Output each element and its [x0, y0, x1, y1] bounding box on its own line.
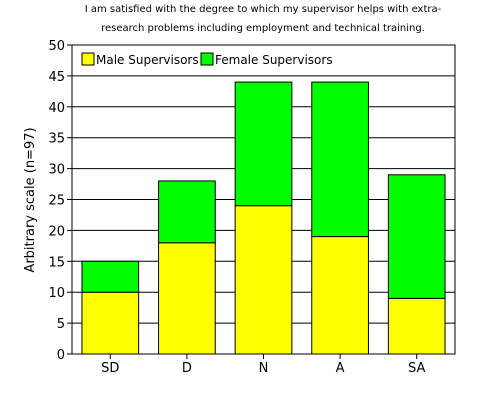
bar-segment-a-female [311, 81, 369, 238]
bar-segment-sa-female [387, 174, 446, 299]
axes [67, 44, 456, 359]
bar-segment-d-female [158, 180, 216, 244]
y-tick-labels: 0 5 10 15 20 25 30 35 40 45 50 [48, 39, 65, 363]
bars [81, 81, 446, 355]
x-tick-labels: SD D N A SA [101, 361, 425, 376]
plot-frame [71, 44, 456, 355]
x-tick-label-sa: SA [408, 361, 425, 376]
y-tick-label: 35 [48, 132, 65, 147]
bar-segment-n-female [234, 81, 293, 207]
bar-segment-sd-female [81, 260, 140, 293]
chart-title-line-2: research problems including employment a… [101, 23, 425, 34]
legend-label-male: Male Supervisors [96, 53, 199, 67]
x-tick-label-a: A [336, 361, 345, 376]
legend: Male Supervisors Female Supervisors [81, 52, 333, 67]
legend-swatch-male [81, 52, 95, 66]
bar-segment-d-male [158, 242, 216, 355]
y-axis-label: Arbitrary scale (n=97) [23, 127, 38, 272]
bar-segment-sa-male [387, 297, 446, 355]
y-tick-label: 30 [48, 163, 65, 178]
y-tick-label: 20 [48, 224, 65, 239]
y-tick-label: 0 [57, 348, 65, 363]
y-tick-label: 45 [48, 70, 65, 85]
legend-swatch-female [200, 52, 214, 66]
x-tick-label-d: D [182, 361, 192, 376]
y-tick-label: 50 [48, 39, 65, 54]
y-tick-label: 15 [48, 255, 65, 270]
legend-label-female: Female Supervisors [215, 53, 333, 67]
x-tick-label-n: N [259, 361, 269, 376]
bar-segment-n-male [234, 205, 293, 355]
y-tick-label: 25 [48, 194, 65, 209]
bar-segment-sd-male [81, 291, 140, 355]
chart-title-line-1: I am satisfied with the degree to which … [85, 4, 442, 15]
y-tick-label: 5 [57, 317, 65, 332]
y-tick-label: 10 [48, 286, 65, 301]
x-tick-label-sd: SD [101, 361, 119, 376]
y-tick-label: 40 [48, 101, 65, 116]
bar-segment-a-male [311, 236, 369, 355]
